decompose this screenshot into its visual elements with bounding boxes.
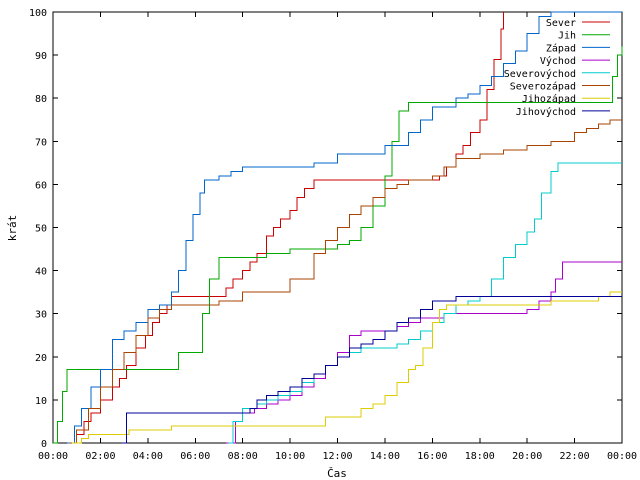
x-tick-label: 02:00 xyxy=(85,451,115,462)
y-tick-label: 0 xyxy=(41,439,47,450)
legend-label: Jihovýchod xyxy=(516,106,576,118)
x-tick-label: 00:00 xyxy=(38,451,68,462)
y-tick-label: 100 xyxy=(29,8,47,19)
series-line-5 xyxy=(69,119,622,444)
y-tick-label: 50 xyxy=(35,224,47,235)
legend-label: Severovýchod xyxy=(504,68,576,80)
legend-label: Jih xyxy=(558,31,576,42)
legend-label: Východ xyxy=(540,55,576,67)
series-line-2 xyxy=(67,11,622,444)
x-tick-label: 08:00 xyxy=(228,451,258,462)
x-tick-label: 22:00 xyxy=(560,451,590,462)
y-tick-label: 40 xyxy=(35,267,47,278)
series-line-3 xyxy=(226,261,622,444)
y-tick-label: 30 xyxy=(35,310,47,321)
x-tick-label: 12:00 xyxy=(322,451,352,462)
series-line-6 xyxy=(71,291,622,444)
x-tick-label: 06:00 xyxy=(180,451,210,462)
legend-label: Jihozápad xyxy=(522,93,576,105)
x-tick-label: 20:00 xyxy=(512,451,542,462)
legend-label: Západ xyxy=(546,42,576,54)
series-line-7 xyxy=(121,295,622,444)
x-axis-title: Čas xyxy=(327,467,347,480)
x-tick-label: 14:00 xyxy=(370,451,400,462)
axis-ticks: 00:00 02:00 04:00 06:00 08:00 10:00 12:00 14:00… xyxy=(29,8,637,462)
x-tick-label: 18:00 xyxy=(465,451,495,462)
y-tick-label: 80 xyxy=(35,94,47,105)
series-lines xyxy=(53,11,623,444)
y-tick-label: 20 xyxy=(35,353,47,364)
y-axis-title: krát xyxy=(6,215,19,242)
y-tick-label: 90 xyxy=(35,51,47,62)
legend-label: Severozápad xyxy=(510,81,576,93)
legend-label: Sever xyxy=(546,18,576,29)
x-tick-label: 00:00 xyxy=(607,451,637,462)
series-line-1 xyxy=(53,46,623,444)
x-tick-label: 10:00 xyxy=(275,451,305,462)
series-line-4 xyxy=(228,162,622,444)
series-line-0 xyxy=(71,12,504,444)
x-tick-label: 04:00 xyxy=(133,451,163,462)
x-tick-label: 16:00 xyxy=(417,451,447,462)
y-tick-label: 10 xyxy=(35,396,47,407)
y-tick-label: 70 xyxy=(35,137,47,148)
legend: Sever JihZápadVýchodSeverovýchodSeverozáp… xyxy=(504,18,610,118)
y-tick-label: 60 xyxy=(35,180,47,191)
